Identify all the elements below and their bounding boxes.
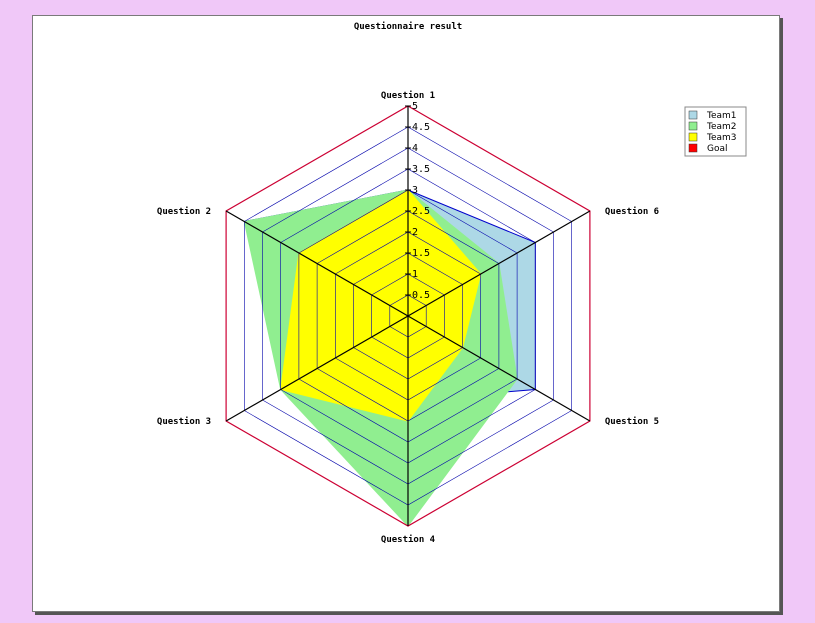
axis-label: Question 2 [157, 206, 211, 217]
radar-chart: Questionnaire result 0.5 1 1.5 2 2.5 3 3.5 4 4.5… [157, 21, 747, 545]
tick-label: 4 [412, 143, 418, 154]
tick-label: 2 [412, 227, 418, 238]
axis-line [225, 315, 409, 422]
axis-line [225, 210, 409, 317]
axis-line [407, 315, 591, 422]
legend-label: Team2 [706, 122, 737, 132]
legend-label: Goal [707, 144, 728, 154]
axis-label: Question 6 [605, 206, 659, 217]
tick-label: 4.5 [412, 122, 430, 133]
axis-line [407, 210, 591, 317]
chart-title: Questionnaire result [354, 21, 462, 32]
tick-label: 5 [412, 101, 418, 112]
legend-swatch [688, 121, 698, 131]
axis-label: Question 1 [381, 90, 435, 101]
legend-label: Team3 [706, 133, 737, 143]
chart-frame: Questionnaire result 0.5 1 1.5 2 2.5 3 3.5 4 4.5… [32, 15, 780, 612]
tick-label: 3.5 [412, 164, 430, 175]
tick-label: 1.5 [412, 248, 430, 259]
legend-swatch [688, 143, 698, 153]
axis-label: Question 3 [157, 416, 211, 427]
tick-label: 0.5 [412, 290, 430, 301]
tick-label: 3 [412, 185, 418, 196]
legend-swatch [688, 132, 698, 142]
legend-label: Team1 [706, 111, 737, 121]
axis-label: Question 4 [381, 534, 436, 545]
tick-label: 2.5 [412, 206, 430, 217]
axis-label: Question 5 [605, 416, 659, 427]
legend-swatch [688, 110, 698, 120]
tick-label: 1 [412, 269, 418, 280]
